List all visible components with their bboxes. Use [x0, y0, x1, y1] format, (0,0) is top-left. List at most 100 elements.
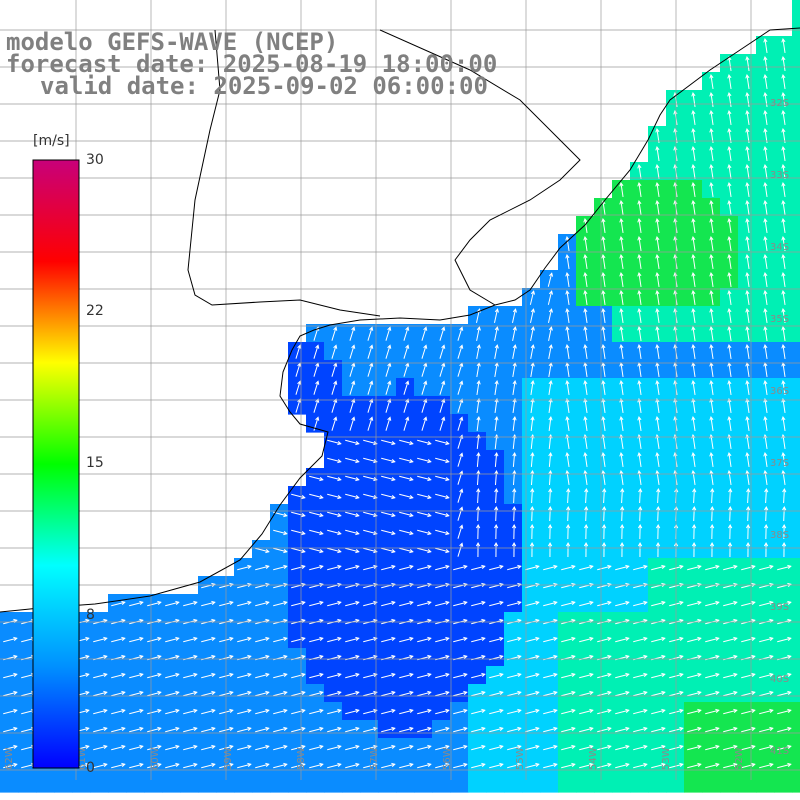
- wind-arrow-head: [763, 308, 768, 313]
- wind-arrow: [237, 727, 251, 733]
- wind-arrow-head: [441, 398, 446, 403]
- wind-arrow: [525, 727, 539, 733]
- wind-cell: [756, 72, 775, 91]
- wind-cell: [36, 774, 55, 793]
- wind-cell: [756, 450, 775, 469]
- wind-cell: [792, 270, 800, 289]
- wind-arrow: [723, 763, 737, 769]
- wind-arrow: [585, 506, 587, 522]
- wind-cell: [360, 504, 379, 523]
- wind-arrow: [759, 727, 773, 733]
- wind-arrow-head: [445, 512, 450, 518]
- wind-arrow-head: [571, 672, 576, 678]
- wind-cell: [666, 522, 685, 541]
- wind-arrow: [620, 201, 624, 215]
- wind-cell: [684, 252, 703, 271]
- wind-arrow-head: [673, 236, 678, 241]
- wind-arrow: [705, 673, 719, 679]
- wind-cell: [630, 216, 649, 235]
- wind-cell: [108, 702, 127, 721]
- wind-arrow-head: [175, 726, 180, 732]
- wind-arrow: [747, 488, 749, 504]
- wind-cell: [702, 126, 721, 145]
- wind-arrow: [255, 673, 269, 679]
- wind-cell: [684, 108, 703, 127]
- wind-cell: [522, 774, 541, 793]
- wind-cell: [702, 378, 721, 397]
- wind-arrow: [363, 691, 377, 697]
- wind-cell: [486, 666, 505, 685]
- wind-arrow: [525, 637, 539, 643]
- wind-arrow-head: [625, 762, 630, 768]
- wind-cell: [684, 450, 703, 469]
- wind-arrow-head: [511, 523, 517, 529]
- wind-cell: [144, 612, 163, 631]
- wind-arrow-head: [337, 672, 342, 678]
- wind-arrow: [494, 327, 498, 341]
- wind-cell: [90, 612, 109, 631]
- wind-arrow-head: [211, 582, 216, 588]
- wind-arrow-head: [409, 530, 414, 536]
- wind-cell: [126, 612, 145, 631]
- wind-arrow: [584, 309, 588, 323]
- wind-arrow-head: [387, 344, 392, 349]
- wind-arrow-head: [548, 451, 553, 457]
- wind-arrow: [566, 255, 570, 269]
- wind-arrow-head: [691, 290, 696, 295]
- wind-arrow: [309, 475, 323, 481]
- wind-cell: [378, 504, 397, 523]
- wind-arrow-head: [661, 762, 666, 768]
- wind-arrow: [741, 709, 755, 715]
- wind-arrow: [273, 673, 287, 679]
- wind-arrow: [255, 601, 269, 607]
- wind-arrow-head: [547, 541, 553, 547]
- latitude-label: 34S: [770, 242, 789, 253]
- wind-arrow: [782, 291, 786, 305]
- wind-arrow: [710, 255, 714, 269]
- wind-arrow-head: [715, 690, 720, 696]
- wind-arrow: [421, 327, 427, 341]
- wind-cell: [306, 522, 325, 541]
- wind-arrow-head: [709, 128, 714, 133]
- wind-cell: [234, 648, 253, 667]
- wind-cell: [648, 666, 667, 685]
- wind-cell: [144, 774, 163, 793]
- wind-arrow-head: [763, 236, 768, 241]
- wind-arrow-head: [391, 654, 396, 660]
- wind-arrow-head: [265, 636, 270, 642]
- wind-arrow-head: [727, 380, 732, 385]
- wind-arrow: [237, 709, 251, 715]
- wind-arrow-head: [571, 690, 576, 696]
- wind-arrow: [602, 345, 606, 359]
- wind-cell: [684, 378, 703, 397]
- wind-arrow-head: [745, 164, 750, 169]
- wind-arrow: [399, 637, 413, 643]
- wind-cell: [684, 198, 703, 217]
- wind-arrow-head: [441, 416, 446, 421]
- wind-arrow-head: [589, 672, 594, 678]
- wind-cell: [306, 666, 325, 685]
- wind-arrow-head: [607, 708, 612, 714]
- wind-arrow-head: [763, 380, 768, 385]
- wind-cell: [342, 324, 361, 343]
- wind-cell: [288, 504, 307, 523]
- wind-arrow-head: [548, 469, 553, 475]
- wind-arrow: [723, 601, 737, 607]
- wind-cell: [414, 594, 433, 613]
- wind-arrow-head: [499, 564, 504, 570]
- wind-arrow-head: [745, 452, 750, 457]
- wind-arrow-head: [571, 726, 576, 732]
- wind-cell: [324, 774, 343, 793]
- wind-arrow: [399, 529, 413, 535]
- wind-arrow-head: [351, 344, 356, 349]
- wind-cell: [360, 342, 379, 361]
- wind-arrow-head: [409, 440, 414, 446]
- wind-arrow: [435, 565, 449, 571]
- wind-arrow-head: [409, 476, 414, 482]
- wind-cell: [630, 594, 649, 613]
- wind-arrow-head: [481, 600, 486, 606]
- wind-arrow-head: [637, 200, 642, 205]
- wind-cell: [342, 774, 361, 793]
- wind-arrow-head: [655, 254, 660, 259]
- wind-arrow: [747, 506, 749, 522]
